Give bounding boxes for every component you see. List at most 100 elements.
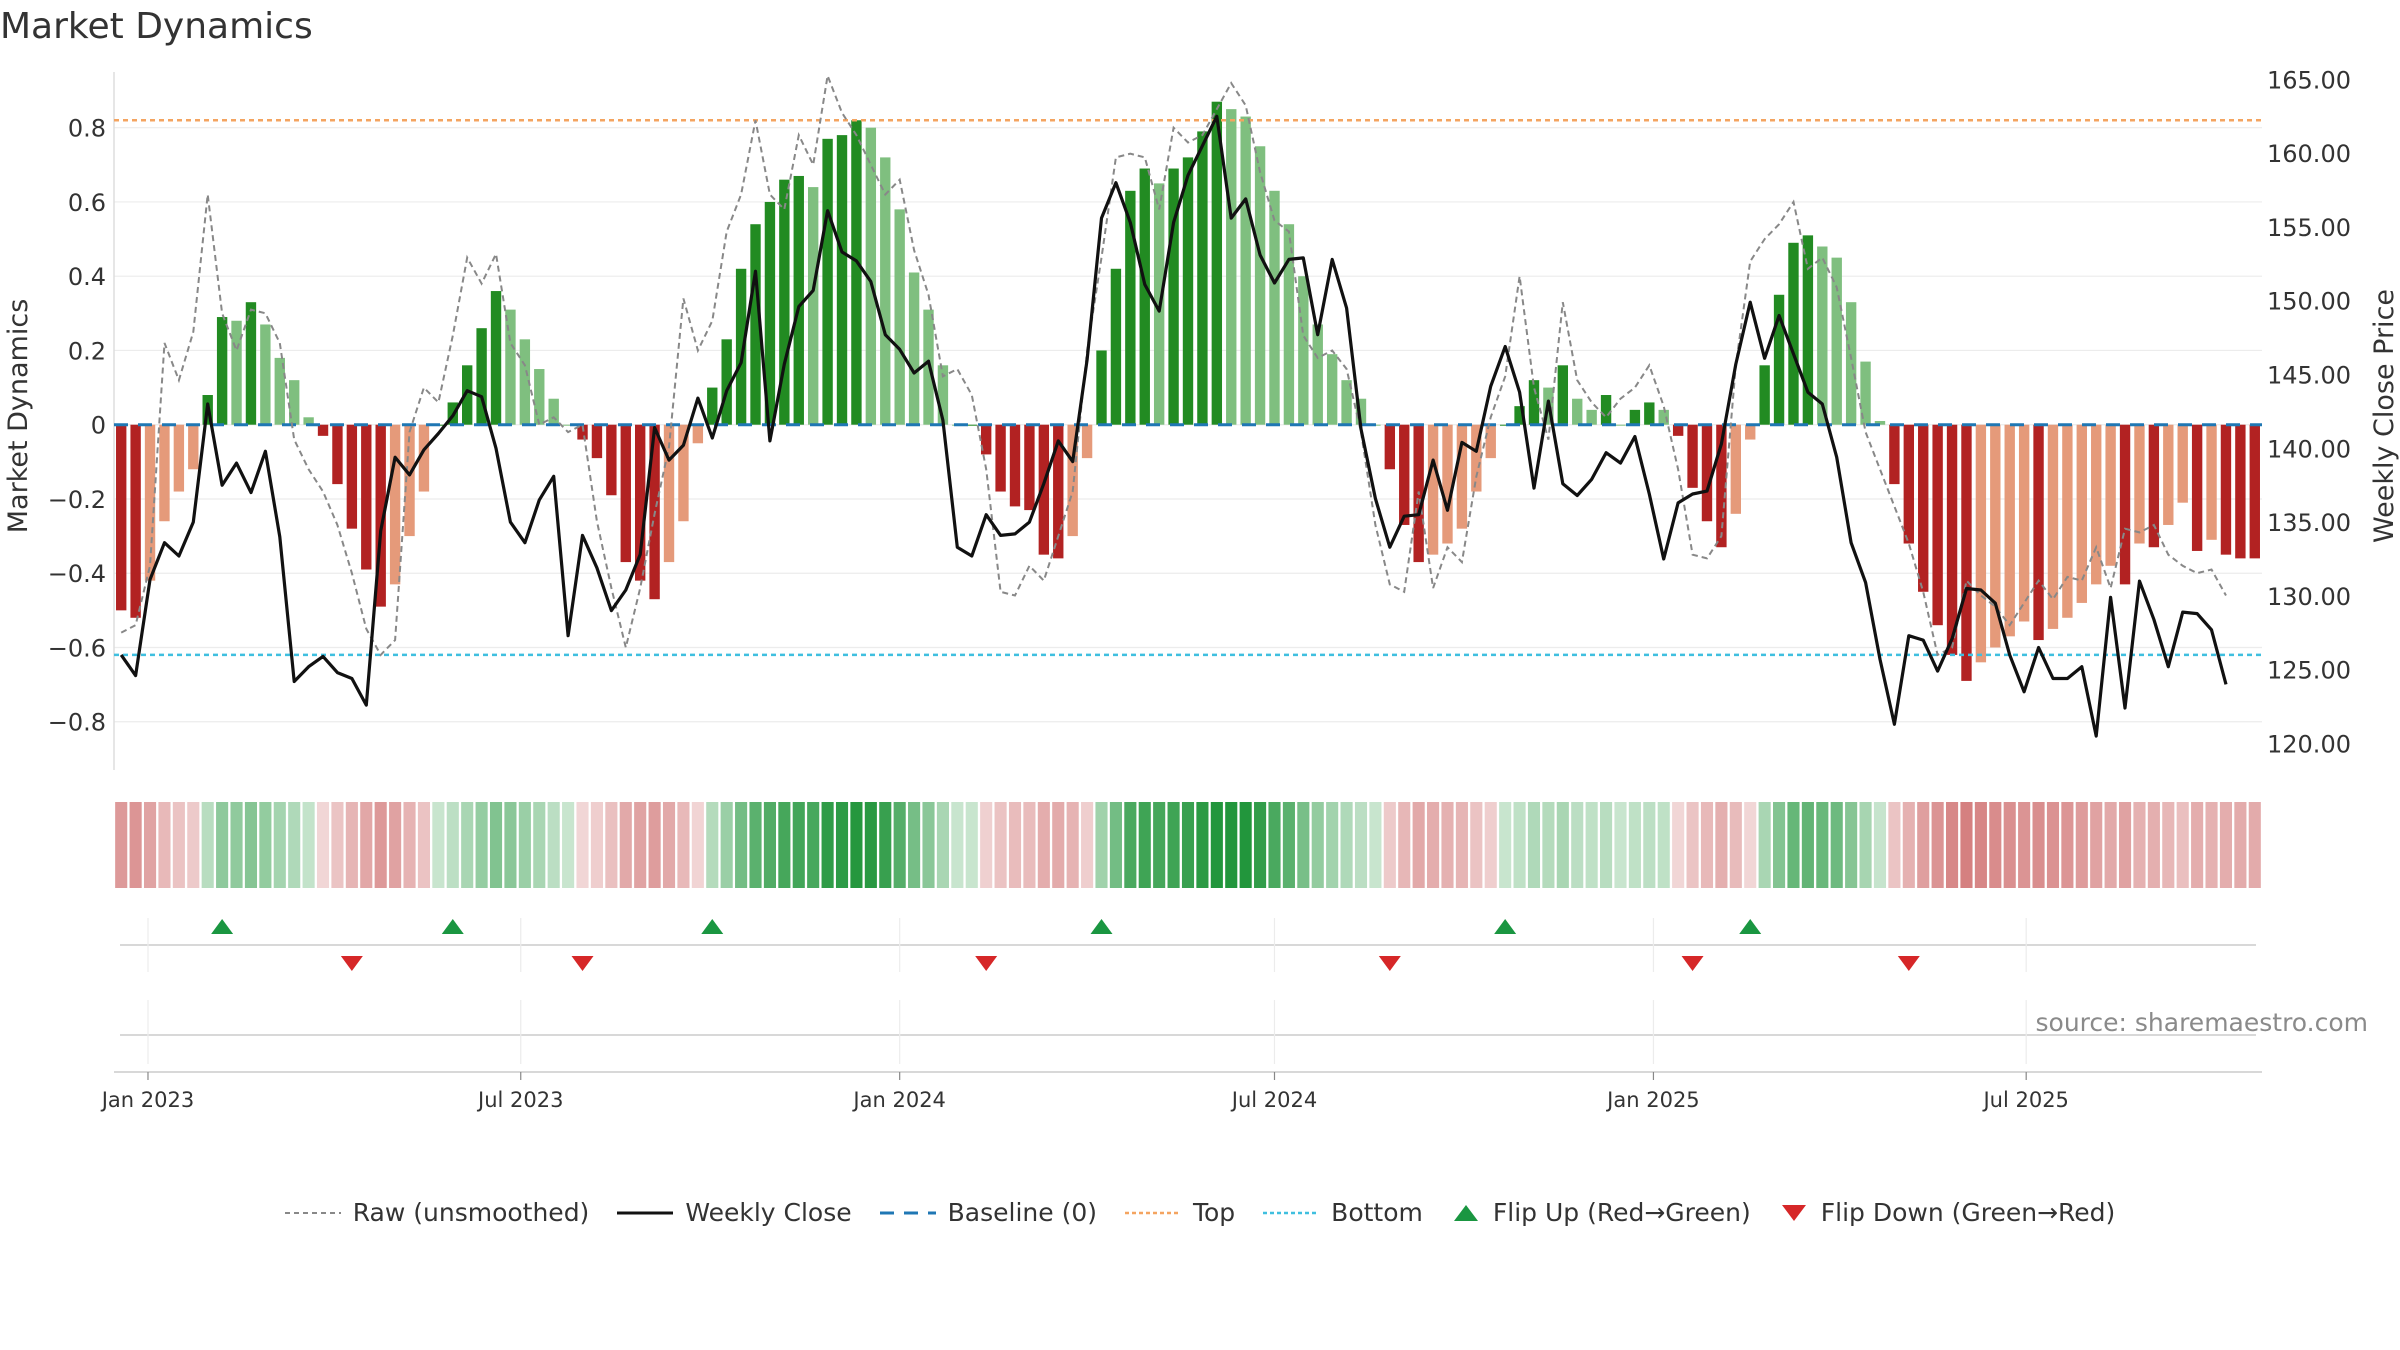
dynamics-bar: [418, 424, 430, 492]
dynamics-bar: [577, 424, 588, 440]
heat-strip-cell: [1614, 802, 1627, 888]
solid-black-line-icon: [617, 1211, 674, 1214]
heat-strip-cell: [2075, 802, 2088, 888]
heat-strip-cell: [1672, 802, 1685, 888]
heat-strip-cell: [1455, 802, 1468, 888]
heat-strip-cell: [1268, 802, 1281, 888]
dynamics-bar: [1889, 424, 1900, 485]
y-right-tick-label: 120.00: [2267, 730, 2351, 758]
heat-strip-cell: [1801, 802, 1814, 888]
heat-strip-cell: [187, 802, 200, 888]
dynamics-bar: [606, 424, 617, 496]
heat-strip-cell: [1210, 802, 1223, 888]
y-left-tick-label: 0: [91, 412, 106, 440]
heat-strip-cell: [504, 802, 517, 888]
y-right-tick-label: 130.00: [2267, 583, 2351, 611]
dynamics-bar: [404, 424, 415, 537]
heat-strip-cell: [475, 802, 488, 888]
heat-strip-cell: [1657, 802, 1670, 888]
dynamics-bar: [260, 324, 271, 425]
dynamics-bar: [1874, 421, 1886, 425]
heat-strip-cell: [980, 802, 993, 888]
flip-up-marker: [211, 919, 234, 934]
heat-strip-cell: [1167, 802, 1180, 888]
heat-strip-cell: [2104, 802, 2117, 888]
flip-down-marker: [571, 956, 594, 971]
dynamics-bar: [1572, 398, 1583, 425]
dynamics-bar: [1067, 424, 1078, 537]
heat-strip-cell: [1960, 802, 1973, 888]
dotted-orange-line-icon: [1124, 1211, 1181, 1214]
heat-strip-cell: [288, 802, 301, 888]
dynamics-bar: [721, 339, 732, 425]
x-tick-label: Jan 2024: [851, 1088, 946, 1112]
heat-strip-cell: [965, 802, 978, 888]
legend-top-label: Top: [1192, 1198, 1236, 1227]
dynamics-bar: [159, 424, 170, 522]
dynamics-bar: [505, 309, 516, 425]
y-left-tick-label: 0.8: [68, 115, 106, 143]
flip-down-marker: [1681, 956, 1704, 971]
heat-strip-cell: [691, 802, 704, 888]
dynamics-bar: [1860, 361, 1871, 425]
heat-strip-cell: [1181, 802, 1195, 888]
heat-strip-cell: [1383, 802, 1396, 888]
dynamics-bar: [1298, 276, 1309, 425]
dynamics-bar: [2047, 424, 2059, 629]
raw-series-line: [120, 71, 2227, 657]
flip-up-marker: [441, 919, 464, 934]
dynamics-bar: [130, 424, 141, 618]
y-right-axis-label: Weekly Close Price: [2369, 289, 2400, 543]
heat-strip-cell: [994, 802, 1007, 888]
heat-strip-cell: [662, 802, 676, 888]
dynamics-bar: [1038, 424, 1050, 555]
heat-strip-cell: [677, 802, 690, 888]
dynamics-bar: [779, 179, 790, 425]
heat-strip-cell: [1902, 802, 1915, 888]
heat-strip-cell: [1427, 802, 1440, 888]
dynamics-bar: [1672, 424, 1684, 436]
legend-bottom: Bottom: [1263, 1198, 1423, 1227]
dynamics-bar: [2119, 424, 2131, 585]
heat-strip-cell: [461, 802, 474, 888]
dynamics-bar: [707, 387, 718, 425]
heat-strip-cell: [1513, 802, 1526, 888]
heat-strip-cell: [1989, 802, 2002, 888]
heat-strip-cell: [648, 802, 661, 888]
dynamics-bar: [1182, 157, 1194, 425]
dynamics-bar: [1053, 424, 1064, 559]
dynamics-bar: [851, 120, 862, 425]
dynamics-bar: [1918, 424, 1929, 592]
dynamics-bar: [2062, 424, 2073, 618]
heat-strip-cell: [634, 802, 647, 888]
dynamics-bar: [289, 380, 300, 425]
dynamics-bar: [663, 424, 675, 563]
x-tick-label: Jul 2025: [1981, 1088, 2068, 1112]
heat-strip-cell: [1816, 802, 1829, 888]
legend-bottom-label: Bottom: [1331, 1198, 1423, 1227]
dynamics-bar: [995, 424, 1006, 492]
legend-flip-down: Flip Down (Green→Red): [1779, 1198, 2115, 1227]
heat-strip-cell: [576, 802, 589, 888]
heat-strip-cell: [2162, 802, 2175, 888]
heat-strip-cell: [1888, 802, 1901, 888]
dynamics-bar: [562, 424, 574, 426]
dynamics-bar: [2076, 424, 2087, 603]
dynamics-bar: [966, 424, 977, 426]
dynamics-bar: [1528, 380, 1540, 425]
heat-strip-cell: [1354, 802, 1368, 888]
heat-strip-cell: [432, 802, 445, 888]
dynamics-bar: [1081, 424, 1093, 459]
dynamics-bar: [1096, 350, 1107, 425]
heat-strip-cell: [259, 802, 272, 888]
dynamics-bar: [144, 424, 156, 581]
y-right-tick-label: 125.00: [2267, 657, 2351, 685]
dynamics-bar: [462, 365, 473, 425]
heat-strip-cell: [893, 802, 906, 888]
heat-strip-cell: [1138, 802, 1151, 888]
heat-strip-cell: [374, 802, 387, 888]
dynamics-bar: [1211, 101, 1223, 425]
heat-strip-cell: [1412, 802, 1425, 888]
dynamics-bar: [764, 201, 776, 425]
dynamics-bar: [2177, 424, 2188, 503]
